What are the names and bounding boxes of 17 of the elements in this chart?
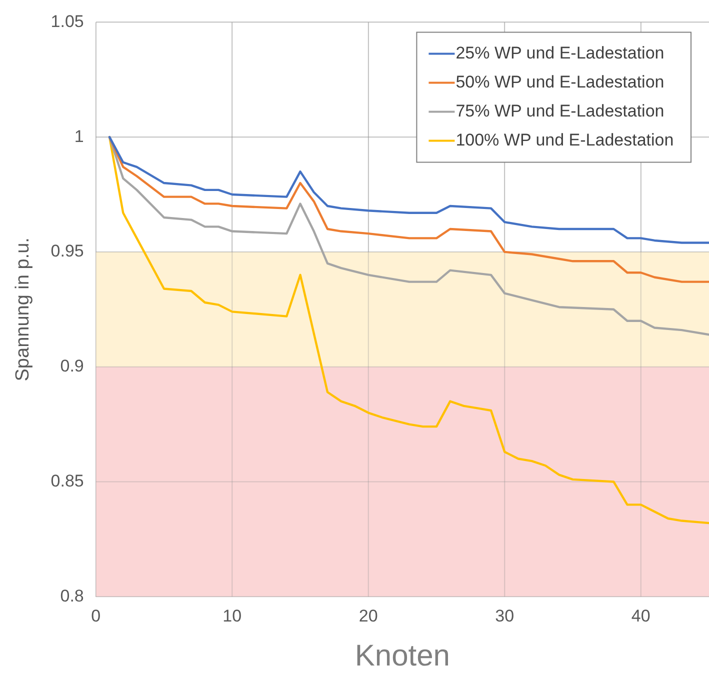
x-tick-label: 20 <box>358 606 378 626</box>
legend-label: 75% WP und E-Ladestation <box>456 101 664 120</box>
y-tick-label: 0.8 <box>60 586 84 606</box>
y-tick-label: 1.05 <box>50 12 84 31</box>
y-tick-label: 0.95 <box>50 242 84 261</box>
y-tick-label: 0.9 <box>60 356 84 376</box>
legend-label: 25% WP und E-Ladestation <box>456 43 664 62</box>
y-tick-label: 1 <box>74 126 84 146</box>
x-axis-title: Knoten <box>354 639 450 672</box>
x-tick-label: 10 <box>222 606 242 626</box>
y-tick-label: 0.85 <box>50 471 84 490</box>
x-tick-label: 40 <box>631 606 650 626</box>
x-tick-label: 30 <box>495 606 514 626</box>
x-tick-label: 0 <box>91 606 101 626</box>
legend-label: 50% WP und E-Ladestation <box>456 72 664 92</box>
legend-label: 100% WP und E-Ladestation <box>456 130 674 150</box>
y-axis-title: Spannung in p.u. <box>12 238 34 382</box>
